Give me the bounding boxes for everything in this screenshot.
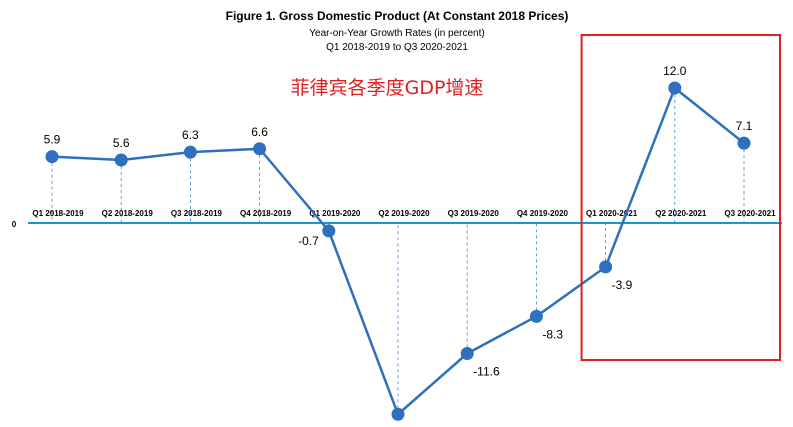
data-label: -3.9 — [612, 278, 633, 292]
data-point — [599, 260, 613, 274]
drop-lines — [51, 88, 745, 415]
category-tick-label: Q2 2020-2021 — [655, 209, 707, 218]
data-label: 5.6 — [113, 136, 130, 150]
data-point — [253, 142, 267, 156]
data-point — [668, 81, 682, 95]
category-tick-label: Q1 2019-2020 — [309, 209, 361, 218]
data-point — [114, 153, 128, 167]
data-points — [45, 81, 751, 421]
data-labels: 5.9 5.6 6.3 6.6 -0.7 -17.0 -11.6 -8.3 -3.9 12.0 7.… — [44, 64, 753, 427]
data-point — [737, 136, 751, 150]
data-point — [529, 309, 543, 323]
data-label: 6.3 — [182, 128, 199, 142]
zero-axis-label: 0 — [12, 220, 17, 229]
highlight-box — [580, 34, 781, 361]
data-label: -8.3 — [542, 327, 563, 341]
data-label: -17.0 — [404, 425, 432, 427]
chart-subtitle-line-2: Q1 2018-2019 to Q3 2020-2021 — [326, 42, 468, 53]
category-tick-label: Q1 2018-2019 — [32, 209, 84, 218]
data-point — [460, 347, 474, 360]
data-label: 12.0 — [663, 64, 687, 78]
data-point — [183, 145, 197, 159]
data-label: 6.6 — [251, 125, 268, 139]
category-tick-label: Q1 2020-2021 — [586, 209, 638, 218]
chart-title: Figure 1. Gross Domestic Product (At Con… — [226, 9, 569, 23]
category-tick-label: Q2 2019-2020 — [378, 209, 430, 218]
data-label: -11.6 — [473, 365, 500, 379]
category-tick-label: Q3 2020-2021 — [724, 209, 776, 218]
data-point — [391, 407, 405, 421]
category-tick-label: Q3 2018-2019 — [171, 209, 223, 218]
data-label: 7.1 — [736, 119, 753, 133]
annotation-label: 菲律宾各季度GDP增速 — [291, 77, 484, 99]
data-label: -0.7 — [298, 234, 319, 248]
chart-subtitle-line-1: Year-on-Year Growth Rates (in percent) — [309, 28, 484, 39]
category-tick-label: Q3 2019-2020 — [448, 209, 500, 218]
category-tick-label: Q4 2019-2020 — [517, 209, 569, 218]
category-tick-labels: Q1 2018-2019 Q2 2018-2019 Q3 2018-2019 Q4 2… — [32, 209, 776, 218]
category-tick-label: Q2 2018-2019 — [102, 209, 154, 218]
data-point — [45, 150, 59, 164]
data-point — [322, 224, 336, 238]
data-label: 5.9 — [44, 133, 61, 147]
category-tick-label: Q4 2018-2019 — [240, 209, 292, 218]
